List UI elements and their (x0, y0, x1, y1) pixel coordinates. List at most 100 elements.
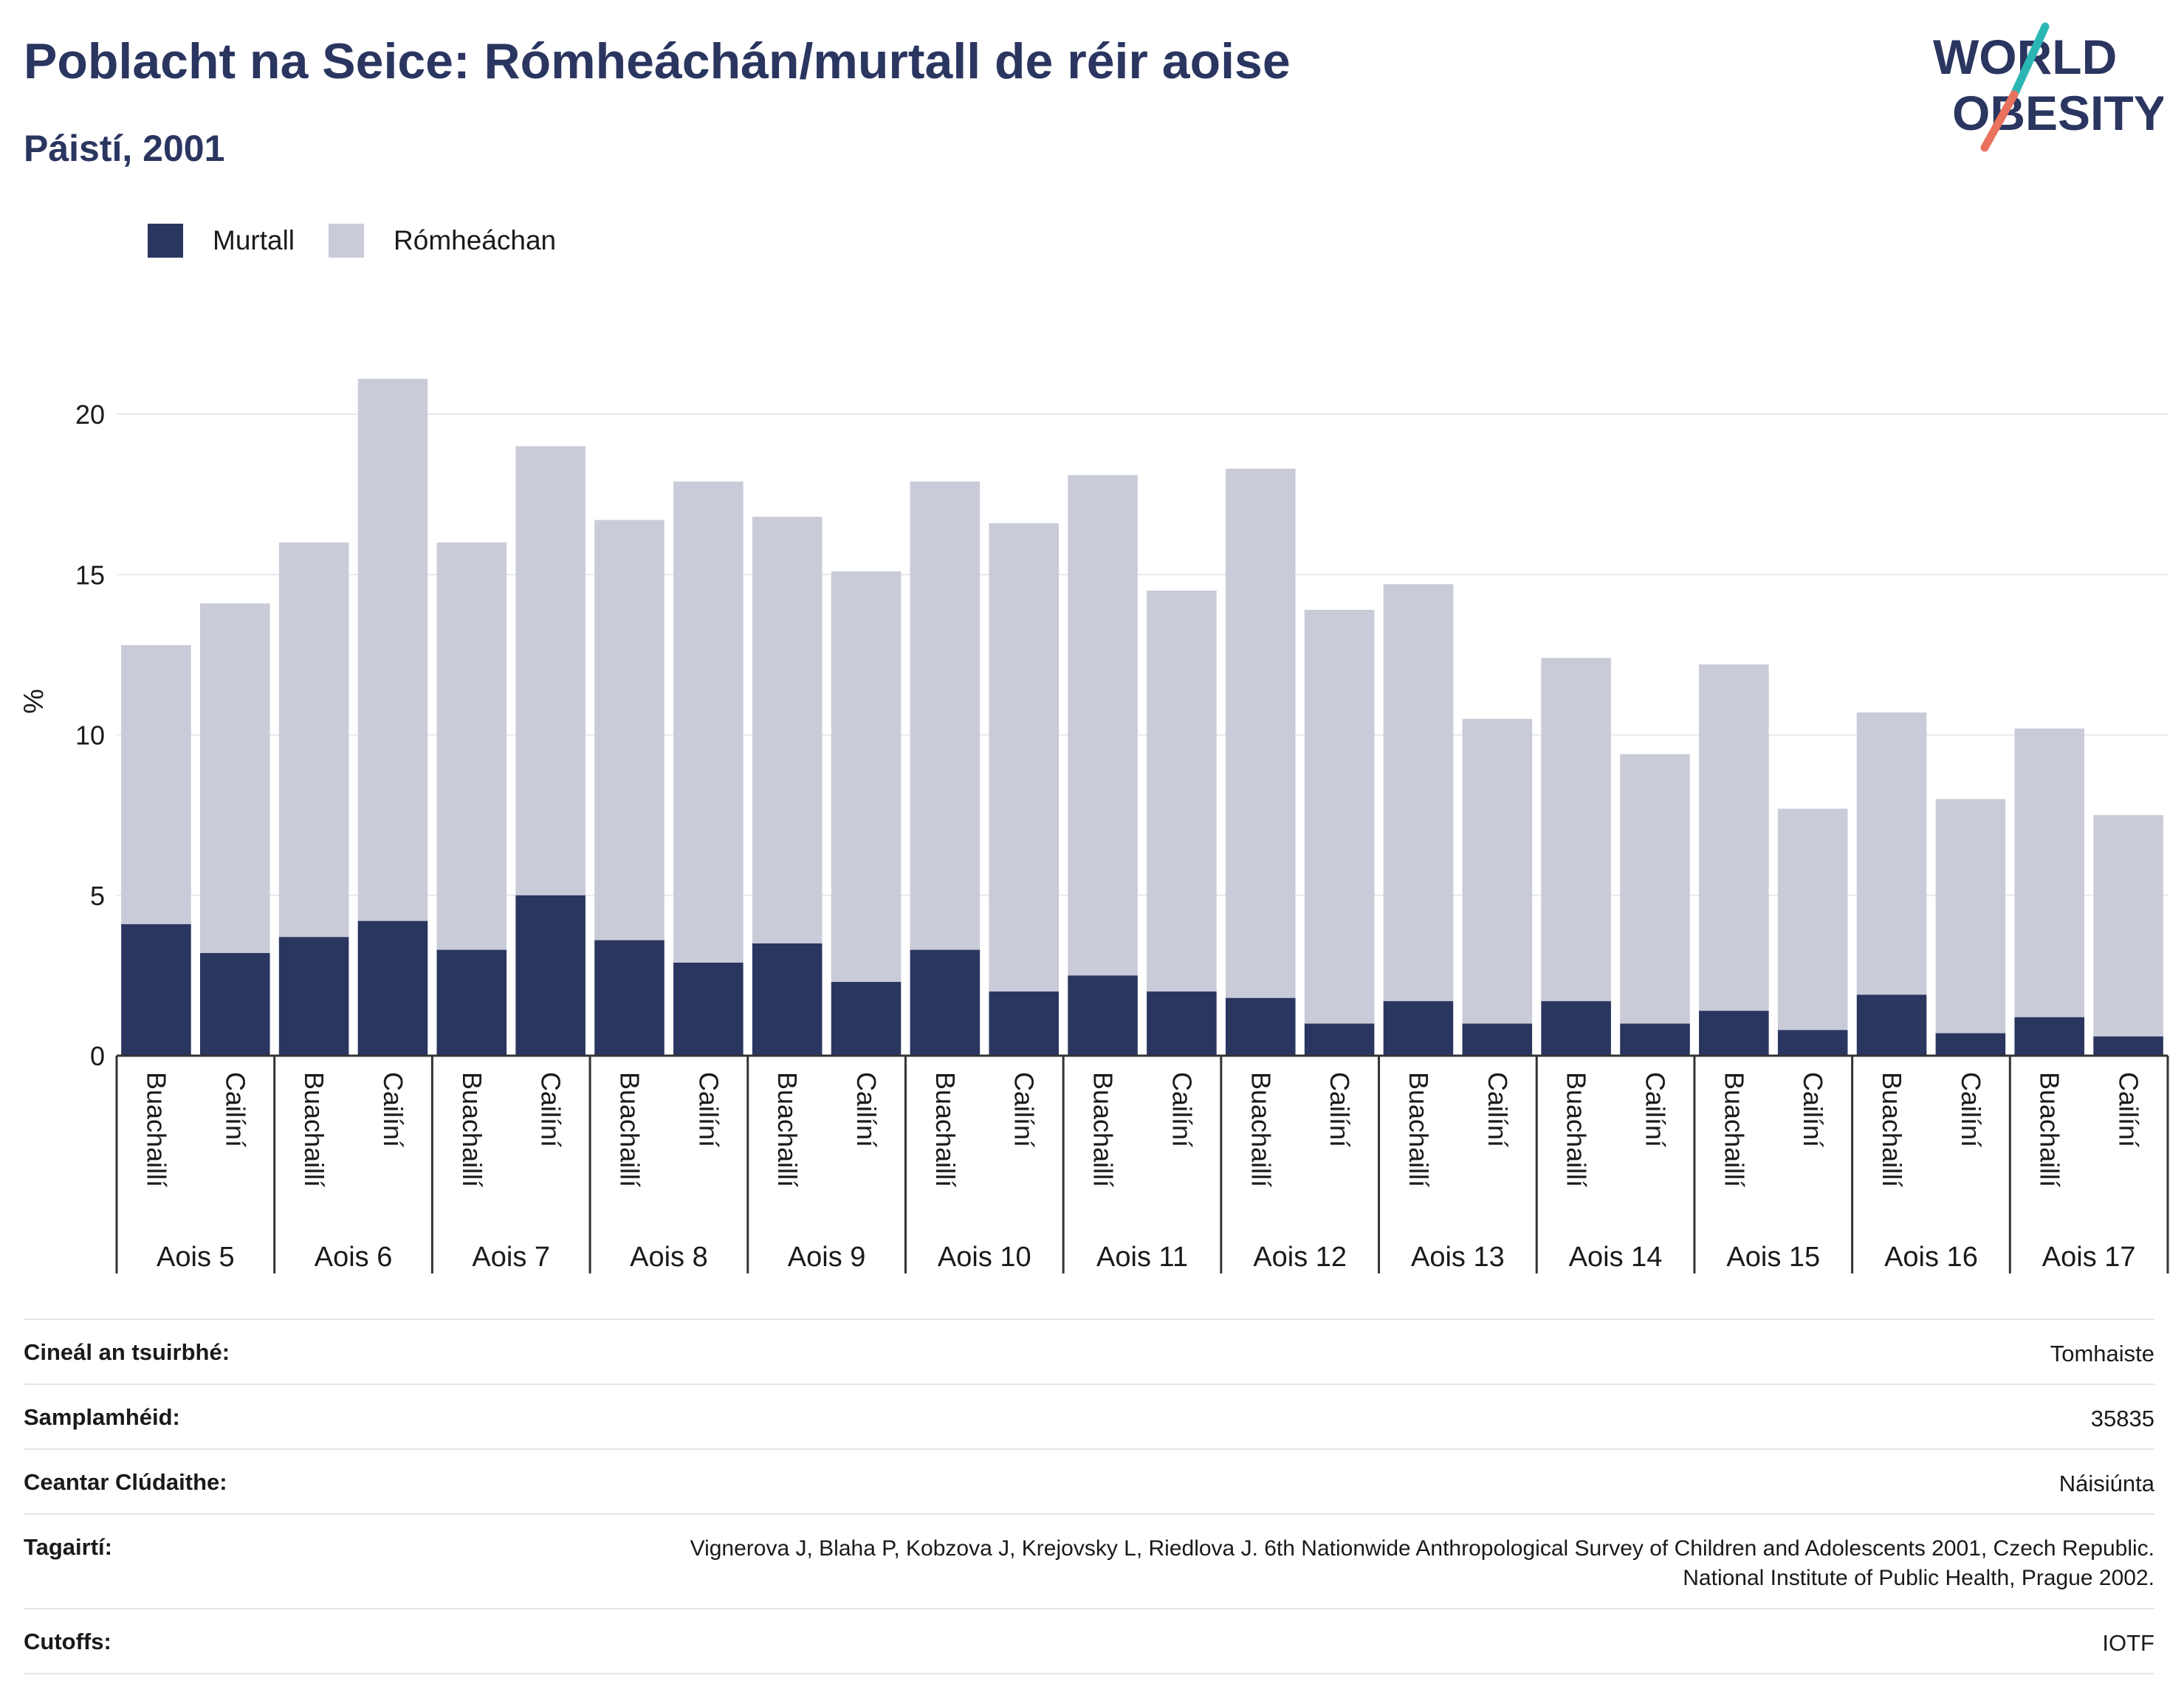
bar-obese[interactable] (594, 940, 665, 1056)
bar-obese[interactable] (278, 937, 349, 1056)
bar-obese[interactable] (1935, 1033, 2006, 1056)
bar-overweight[interactable] (1225, 468, 1296, 998)
bar-overweight[interactable] (2093, 815, 2163, 1036)
x-group-label: Aois 14 (1569, 1242, 1663, 1273)
meta-row-sample-size: Samplamhéid: 35835 (24, 1383, 2154, 1448)
x-tick-label-boys: Buachaillí (772, 1072, 803, 1187)
legend-item-obese[interactable]: Murtall (148, 224, 295, 258)
legend-item-overweight[interactable]: Rómheáchan (329, 224, 556, 258)
x-tick-label-girls: Cailíní (1483, 1072, 1513, 1147)
bar-overweight[interactable] (1383, 584, 1454, 1002)
world-obesity-logo: WORLD OBESITY (1933, 22, 2163, 152)
meta-row-cutoffs: Cutoffs: IOTF (24, 1608, 2154, 1674)
bar-overweight[interactable] (1856, 712, 1927, 995)
bar-obese[interactable] (436, 949, 507, 1056)
bar-overweight[interactable] (121, 644, 191, 924)
bar-overweight[interactable] (1777, 808, 1848, 1031)
meta-value-cutoffs: IOTF (2102, 1630, 2154, 1656)
x-tick-label-boys: Buachaillí (457, 1072, 487, 1187)
meta-label-references: Tagairtí: (24, 1534, 112, 1560)
y-tick-label: 15 (75, 560, 105, 590)
bar-overweight[interactable] (199, 603, 270, 953)
bar-overweight[interactable] (2014, 728, 2085, 1017)
bar-obese[interactable] (1068, 975, 1138, 1056)
y-tick-label: 5 (90, 881, 105, 911)
meta-value-survey-type: Tomhaiste (2050, 1341, 2154, 1366)
x-tick-label-boys: Buachaillí (1877, 1072, 1907, 1187)
x-tick-label-boys: Buachaillí (1562, 1072, 1592, 1187)
legend-swatch-overweight (329, 224, 365, 258)
x-group-label: Aois 8 (630, 1242, 708, 1273)
chart-legend: Murtall Rómheáchan (148, 220, 590, 261)
bar-obese[interactable] (1777, 1030, 1848, 1056)
bar-overweight[interactable] (1620, 754, 1690, 1024)
x-tick-label-boys: Buachaillí (930, 1072, 961, 1187)
y-tick-label: 20 (75, 399, 105, 430)
bar-overweight[interactable] (989, 523, 1060, 992)
bar-obese[interactable] (1462, 1023, 1533, 1056)
bar-overweight[interactable] (752, 517, 823, 943)
bar-obese[interactable] (357, 921, 428, 1056)
bar-overweight[interactable] (436, 542, 507, 950)
bar-obese[interactable] (515, 895, 586, 1056)
bar-overweight[interactable] (673, 481, 744, 963)
bar-obese[interactable] (989, 991, 1060, 1056)
legend-swatch-obese (148, 224, 183, 258)
y-tick-label: 0 (90, 1041, 105, 1071)
legend-label-overweight: Rómheáchan (394, 225, 557, 255)
bar-overweight[interactable] (594, 520, 665, 941)
x-group-label: Aois 10 (938, 1242, 1031, 1273)
x-group-label: Aois 12 (1253, 1242, 1347, 1273)
bar-obese[interactable] (1304, 1023, 1375, 1056)
bar-obese[interactable] (1383, 1001, 1454, 1056)
bar-overweight[interactable] (831, 571, 902, 983)
bars (121, 379, 2163, 1056)
bar-obese[interactable] (199, 952, 270, 1056)
meta-label-sample-size: Samplamhéid: (24, 1404, 180, 1430)
bar-obese[interactable] (2093, 1036, 2163, 1056)
x-tick-label-boys: Buachaillí (141, 1072, 171, 1187)
logo-slash-coral (1980, 90, 2019, 152)
bar-obese[interactable] (673, 962, 744, 1056)
logo-text-obesity: OBESITY (1952, 86, 2163, 140)
bar-overweight[interactable] (1304, 610, 1375, 1024)
bar-obese[interactable] (910, 949, 981, 1056)
bar-overweight[interactable] (515, 446, 586, 895)
bar-overweight[interactable] (910, 481, 981, 950)
bar-obese[interactable] (1147, 991, 1217, 1056)
x-tick-label-girls: Cailíní (1956, 1072, 1986, 1147)
x-tick-label-girls: Cailíní (378, 1072, 408, 1147)
survey-metadata-table: Cineál an tsuirbhé: Tomhaiste Samplamhéi… (24, 1318, 2154, 1674)
bar-overweight[interactable] (1935, 799, 2006, 1034)
bar-overweight[interactable] (357, 379, 428, 921)
bar-obese[interactable] (1699, 1011, 1769, 1056)
y-tick-label: 10 (75, 721, 105, 751)
bar-obese[interactable] (1620, 1023, 1690, 1056)
bar-obese[interactable] (121, 924, 191, 1056)
x-axis: Buachaillí Cailíní Buachaillí Cailíní Buacha… (115, 1054, 2169, 1273)
bar-obese[interactable] (1541, 1001, 1611, 1056)
stacked-bar-chart: 0 5 10 15 20 % Buachaillí Cailíní Buachaillí Ca… (18, 379, 2169, 1273)
bar-overweight[interactable] (1699, 664, 1769, 1011)
bar-obese[interactable] (831, 982, 902, 1056)
bar-obese[interactable] (1225, 997, 1296, 1056)
x-group-label: Aois 11 (1096, 1242, 1188, 1273)
bar-overweight[interactable] (1462, 718, 1533, 1024)
bar-obese[interactable] (1856, 994, 1927, 1056)
x-group-label: Aois 7 (472, 1242, 550, 1273)
x-tick-label-boys: Buachaillí (1088, 1072, 1119, 1187)
x-group-label: Aois 5 (157, 1242, 235, 1273)
bar-obese[interactable] (2014, 1017, 2085, 1056)
x-group-label: Aois 15 (1726, 1242, 1820, 1273)
meta-value-area-covered: Náisiúnta (2058, 1471, 2154, 1496)
bar-overweight[interactable] (1068, 475, 1138, 976)
x-tick-label-boys: Buachaillí (1246, 1072, 1276, 1187)
x-tick-label-boys: Buachaillí (615, 1072, 645, 1187)
bar-overweight[interactable] (278, 542, 349, 938)
x-tick-label-boys: Buachaillí (1719, 1072, 1749, 1187)
meta-value-sample-size: 35835 (2090, 1406, 2154, 1431)
x-tick-label-girls: Cailíní (2114, 1072, 2144, 1147)
bar-overweight[interactable] (1541, 658, 1611, 1002)
bar-obese[interactable] (752, 943, 823, 1056)
bar-overweight[interactable] (1147, 590, 1217, 992)
